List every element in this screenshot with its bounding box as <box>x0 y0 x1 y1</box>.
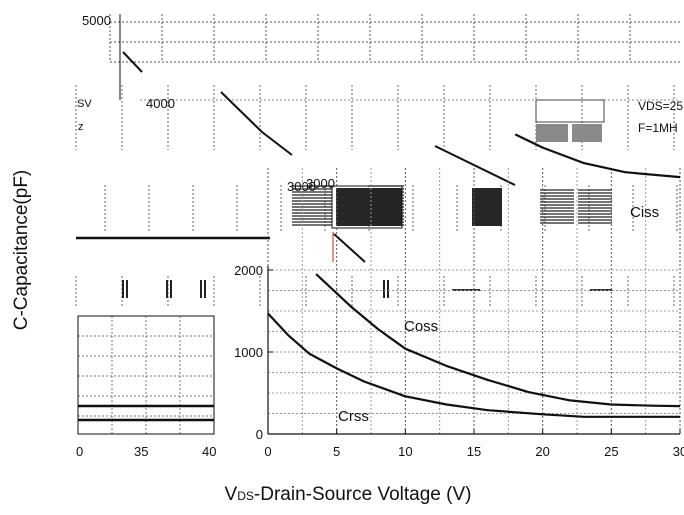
bg-black-block <box>472 188 502 226</box>
bg-stray-line <box>334 234 365 262</box>
y-tick-label: 1000 <box>234 345 263 360</box>
y-tick-label: 2000 <box>234 263 263 278</box>
x-tick-label: 20 <box>535 444 549 459</box>
bg-small-bar <box>204 280 206 298</box>
bg-small-bar <box>126 280 128 298</box>
bg-grey-block <box>536 124 568 142</box>
bg-frame <box>536 100 604 122</box>
y-axis-label-wrap: C-Capacitance(pF) <box>2 120 42 380</box>
bg-ciss-mid <box>435 146 515 185</box>
annotation-sv: SV <box>77 98 92 110</box>
y-axis-label: C-Capacitance(pF) <box>11 170 33 331</box>
series-label-coss: Coss <box>404 318 438 335</box>
bg-small-bar <box>383 280 385 298</box>
series-label-ciss: Ciss <box>630 204 659 221</box>
x-tick-label: 15 <box>467 444 481 459</box>
x-axis-label-prefix: V <box>225 484 238 505</box>
bg-tick-4000: 4000 <box>146 96 175 111</box>
bg-small-bar <box>122 280 124 298</box>
x-tick-label: 25 <box>604 444 618 459</box>
x-axis-label-rest: -Drain-Source Voltage (V) <box>254 484 472 505</box>
bg-small-bar <box>387 280 389 298</box>
x-axis-label: VDS-Drain-Source Voltage (V) <box>148 484 548 506</box>
bg-small-bar <box>200 280 202 298</box>
bg-left-tick: 40 <box>202 444 216 459</box>
bg-left-tick: 35 <box>134 444 148 459</box>
x-tick-label: 10 <box>398 444 412 459</box>
bg-small-bar <box>166 280 168 298</box>
series-label-crss: Crss <box>338 408 369 425</box>
bg-grey-block <box>572 124 602 142</box>
bg-ciss-upper <box>221 92 292 155</box>
x-tick-label: 30 <box>673 444 684 459</box>
x-tick-label: 5 <box>333 444 340 459</box>
x-axis-label-subscript: DS <box>237 489 254 503</box>
annotation-z: z <box>78 121 84 133</box>
bg-tick-5000: 5000 <box>82 13 111 28</box>
bg-small-bar <box>170 280 172 298</box>
annotation-freq: F=1MH <box>638 121 678 135</box>
bg-left-tick: 0 <box>76 444 83 459</box>
y-tick-label: 0 <box>256 427 263 442</box>
plot-axes: 0 5 10 15 20 25 30 0 1000 2000 <box>234 263 684 459</box>
x-tick-label: 0 <box>264 444 271 459</box>
bg-tick-3000-overlap: 3000 <box>306 176 335 191</box>
annotation-vds: VDS=25 <box>638 99 683 113</box>
